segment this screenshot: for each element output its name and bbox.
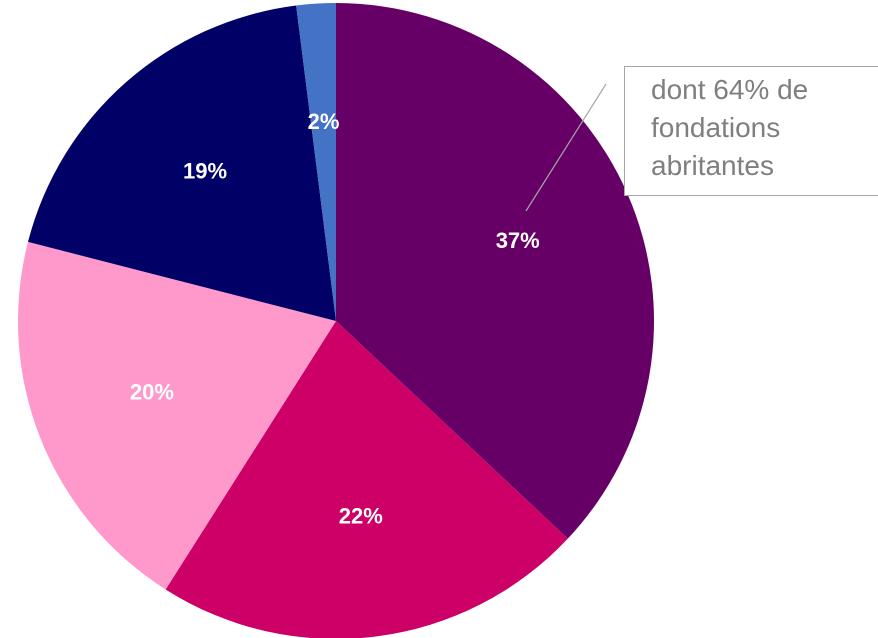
pie-label-4: 19% [183,158,227,183]
pie-label-2: 22% [339,503,383,528]
pie-slice-1 [336,3,654,539]
pie-label-3: 20% [130,380,174,405]
pie-slices [18,3,654,638]
pie-slice-5 [296,3,336,321]
pie-slice-3 [18,241,337,590]
callout-leader-line [525,83,607,212]
pie-slice-2 [165,321,568,638]
pie-data-labels: 37% 22% 20% 19% 2% [130,109,540,528]
pie-label-1: 37% [496,228,540,253]
pie-slice-4 [27,5,337,321]
pie-label-5: 2% [308,109,340,134]
callout-annotation: dont 64% de fondations abritantes [651,74,809,181]
callout-box [624,66,878,196]
